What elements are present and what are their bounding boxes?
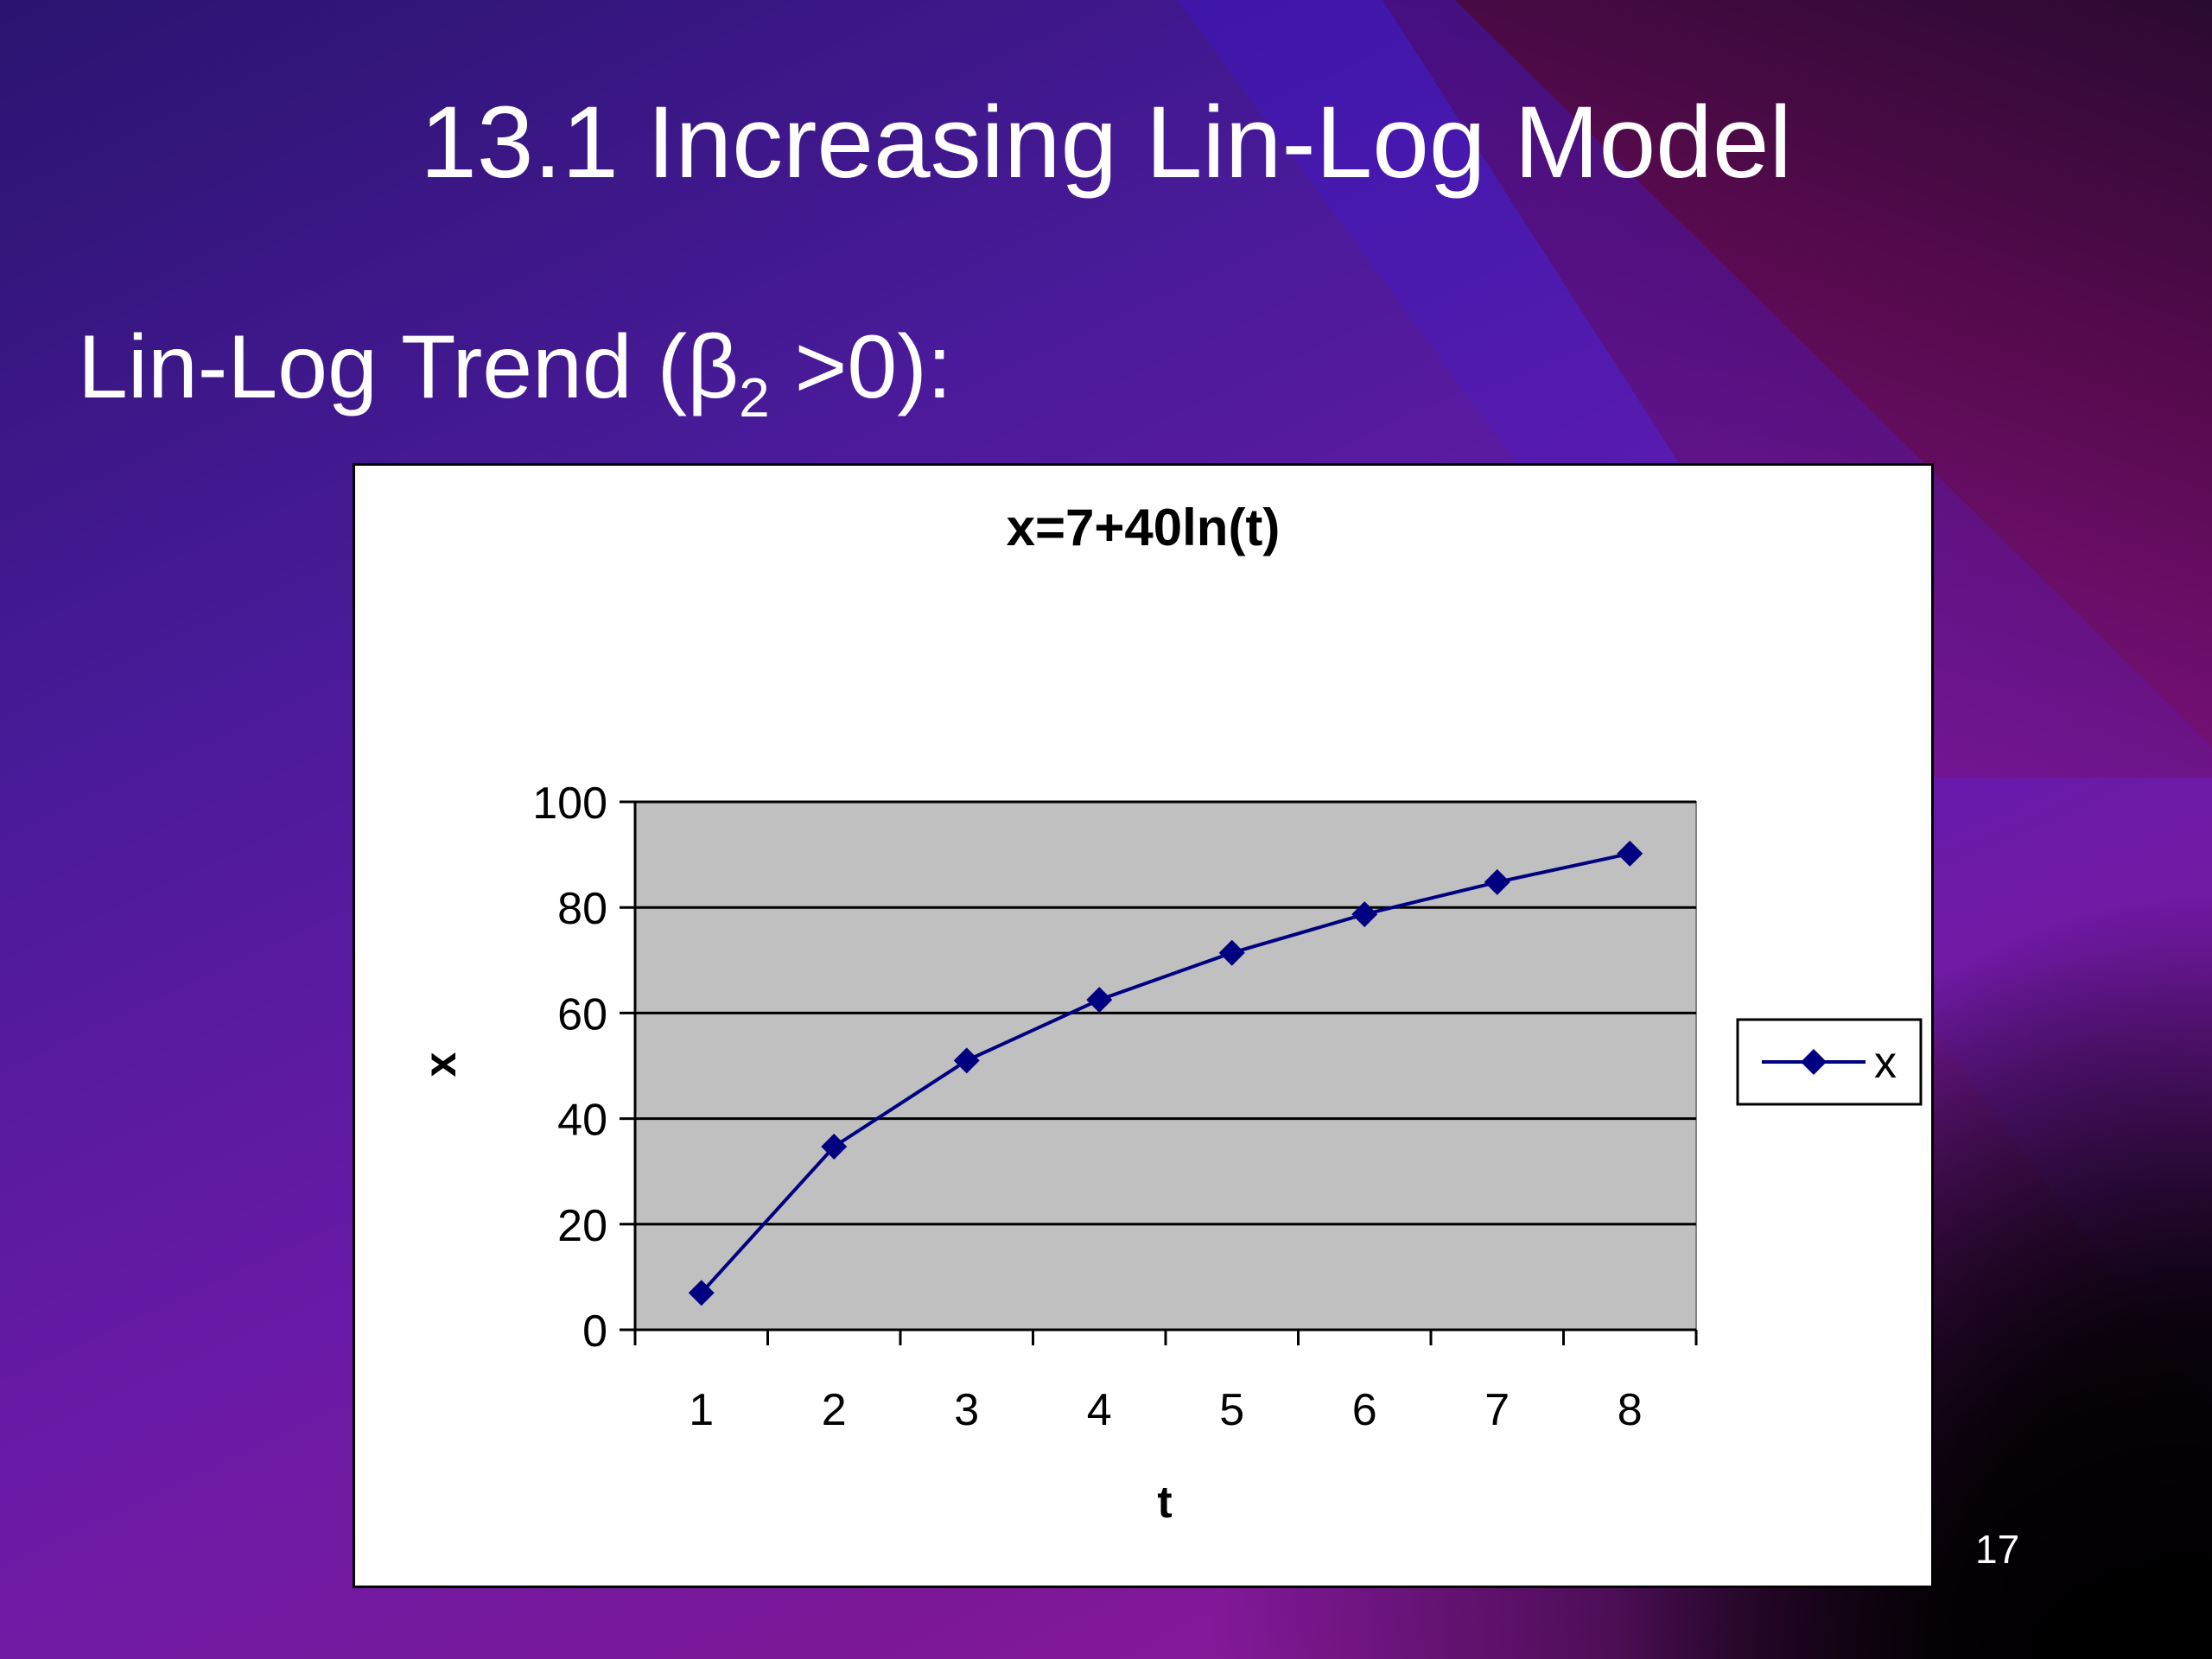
series-line — [700, 851, 1630, 1294]
data-point-marker — [1218, 939, 1245, 966]
y-tick-label: 0 — [582, 1306, 607, 1357]
legend-marker — [1801, 1049, 1827, 1075]
line-chart: x=7+40ln(t) 0 20 40 60 80 100 1 2 3 4 5 6 7 8 t x x — [416, 499, 1923, 1528]
x-tick-label: 4 — [1087, 1385, 1112, 1435]
x-axis-label: t — [1157, 1478, 1172, 1528]
subtitle-subscript: 2 — [739, 366, 770, 429]
data-point-marker — [821, 1133, 848, 1160]
subtitle-suffix: >0): — [769, 317, 952, 417]
slide-title: 13.1 Increasing Lin-Log Model — [420, 86, 1792, 200]
plot-area — [634, 801, 1697, 1331]
y-tick-label: 40 — [557, 1096, 607, 1146]
x-tick-label: 8 — [1618, 1385, 1643, 1435]
y-axis-label: x — [416, 1052, 466, 1077]
chart-frame: x=7+40ln(t) 0 20 40 60 80 100 1 2 3 4 5 6 7 8 t x x — [353, 463, 1934, 1588]
subtitle-prefix: Lin-Log Trend (β — [78, 317, 740, 417]
data-point-marker — [1086, 987, 1113, 1014]
data-point-marker — [1351, 901, 1378, 928]
y-tick-label: 60 — [557, 989, 607, 1039]
y-tick-label: 80 — [557, 884, 607, 934]
slide-subtitle: Lin-Log Trend (β2 >0): — [78, 315, 952, 449]
data-point-marker — [953, 1047, 980, 1074]
data-point-marker — [1484, 868, 1510, 895]
x-tick-label: 7 — [1484, 1385, 1510, 1435]
data-point-marker — [1617, 840, 1643, 867]
y-tick-label: 100 — [532, 779, 607, 829]
x-tick-label: 5 — [1219, 1385, 1244, 1435]
page-number: 17 — [1975, 1527, 2020, 1572]
x-tick-label: 2 — [822, 1385, 847, 1435]
x-tick-label: 3 — [954, 1385, 979, 1435]
y-tick-label: 20 — [557, 1201, 607, 1251]
data-point-marker — [688, 1280, 715, 1306]
x-tick-label: 6 — [1352, 1385, 1377, 1435]
x-tick-label: 1 — [689, 1385, 714, 1435]
chart-title: x=7+40ln(t) — [1007, 499, 1281, 556]
legend-label: x — [1874, 1038, 1897, 1088]
